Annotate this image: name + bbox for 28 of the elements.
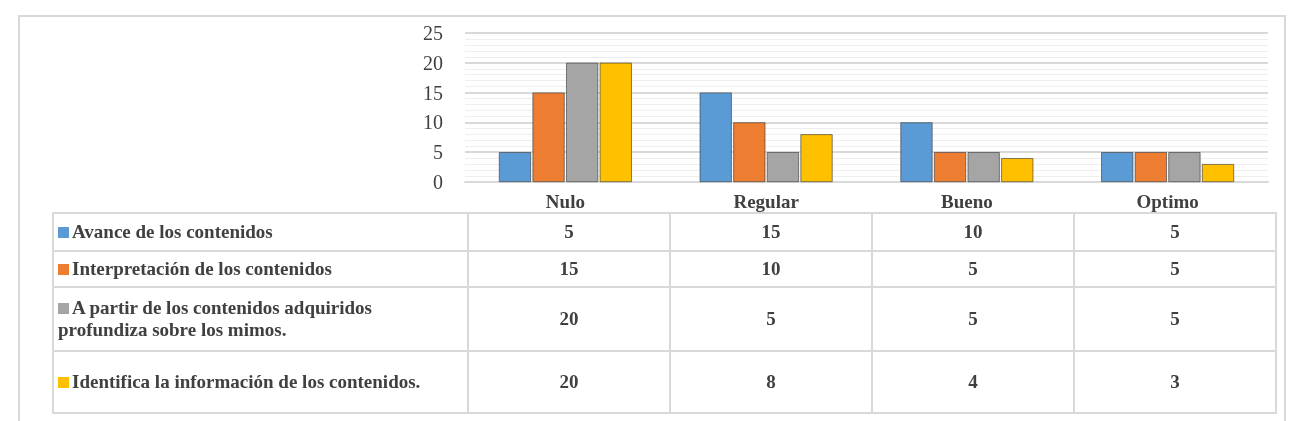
y-tick-label: 15 [423, 81, 443, 104]
y-tick-label: 5 [433, 141, 443, 164]
data-label: 5 [872, 287, 1074, 351]
data-label: 8 [670, 351, 872, 413]
data-label: 4 [872, 351, 1074, 413]
data-label: 5 [1074, 287, 1276, 351]
data-label: 5 [468, 213, 670, 251]
y-tick-label: 25 [423, 22, 443, 44]
data-label: 10 [670, 251, 872, 287]
data-label: 3 [1074, 351, 1276, 413]
data-label: 15 [468, 251, 670, 287]
legend-label: Identifica la información de los contenidos. [53, 351, 468, 413]
data-label: 5 [670, 287, 872, 351]
x-tick-label: Bueno [941, 191, 993, 212]
legend-label: Avance de los contenidos [53, 213, 468, 251]
x-tick-label: Optimo [1136, 191, 1199, 212]
y-tick-label: 0 [433, 171, 443, 193]
y-tick-label: 10 [423, 111, 443, 134]
data-label: 5 [1074, 213, 1276, 251]
y-tick-label: 20 [423, 51, 443, 74]
data-label: 15 [670, 213, 872, 251]
data-label: 5 [1074, 251, 1276, 287]
data-label: 5 [872, 251, 1074, 287]
legend-label: Interpretación de los contenidos [53, 251, 468, 287]
x-tick-label: Nulo [545, 191, 585, 212]
data-label: 10 [872, 213, 1074, 251]
x-tick-label: Regular [733, 191, 800, 212]
legend-label: A partir de los contenidos adquiridos profundiza sobre los mimos. [53, 287, 468, 351]
